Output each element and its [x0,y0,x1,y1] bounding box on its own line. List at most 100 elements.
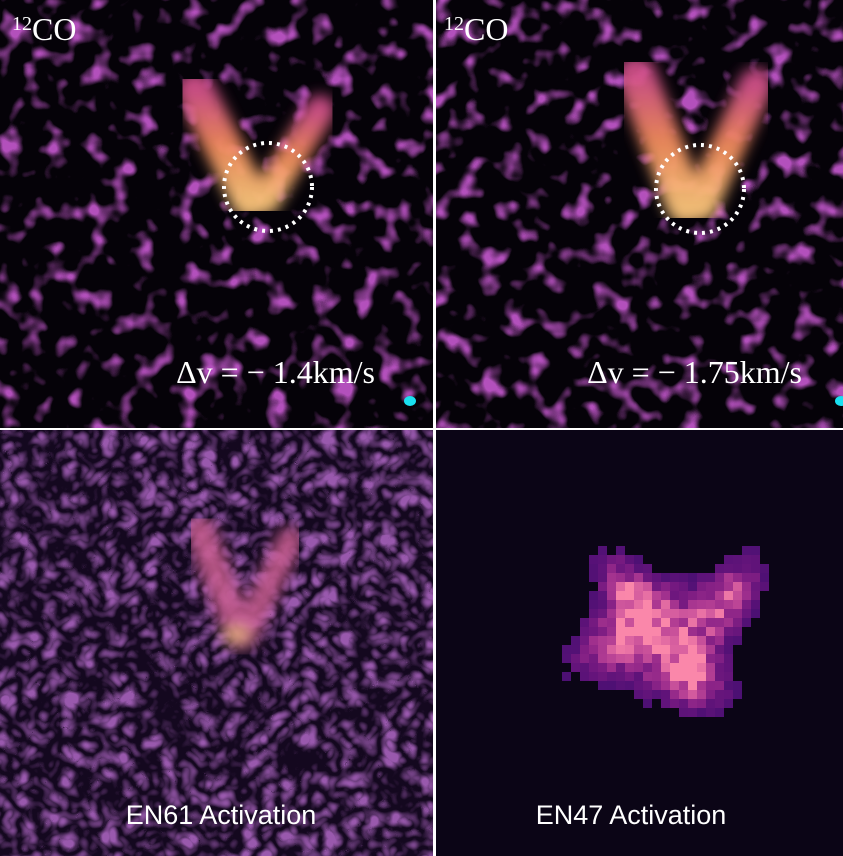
activation-pixel [625,645,634,654]
activation-pixel [697,636,706,645]
activation-pixel [580,627,589,636]
activation-pixel [652,636,661,645]
activation-pixel [643,645,652,654]
activation-pixel [616,555,625,564]
activation-pixel [670,591,679,600]
activation-pixel [661,573,670,582]
activation-pixel [697,699,706,708]
activation-pixel [634,573,643,582]
activation-pixel [580,645,589,654]
activation-pixel [751,573,760,582]
activation-pixel [733,555,742,564]
activation-pixel [688,627,697,636]
activation-pixel [706,654,715,663]
activation-pixel [607,609,616,618]
activation-pixel [625,627,634,636]
activation-pixel [607,645,616,654]
activation-pixel [706,681,715,690]
activation-pixel [688,663,697,672]
activation-pixel [571,645,580,654]
activation-pixel [634,555,643,564]
activation-pixel [571,636,580,645]
activation-pixel [715,690,724,699]
activation-pixel [715,582,724,591]
activation-pixel [607,618,616,627]
activation-pixel [607,600,616,609]
activation-pixel [688,699,697,708]
activation-pixel [634,582,643,591]
activation-pixel [751,555,760,564]
activation-pixel [607,663,616,672]
activation-pixel [715,573,724,582]
activation-pixel [706,600,715,609]
activation-pixel [616,546,625,555]
activation-pixel [733,600,742,609]
activation-pixel [598,573,607,582]
activation-pixel [715,699,724,708]
activation-pixel [598,555,607,564]
activation-pixel [724,564,733,573]
activation-pixel [715,654,724,663]
activation-pixel [724,636,733,645]
activation-pixel [643,618,652,627]
activation-pixel [697,618,706,627]
activation-pixel [679,681,688,690]
activation-pixel [724,663,733,672]
activation-pixel [742,600,751,609]
activation-pixel [607,681,616,690]
activation-pixel [643,582,652,591]
activation-pixel [580,672,589,681]
activation-pixel [616,627,625,636]
activation-pixel [733,627,742,636]
activation-pixel [688,690,697,699]
activation-pixel [679,690,688,699]
activation-pixel [688,672,697,681]
activation-pixel [607,555,616,564]
activation-pixel [643,609,652,618]
activation-pixel [625,555,634,564]
activation-pixel [661,645,670,654]
activation-pixel [598,627,607,636]
activation-pixel [688,573,697,582]
activation-pixel [679,645,688,654]
activation-pixel [706,591,715,600]
activation-pixel [706,573,715,582]
activation-pixel [598,564,607,573]
activation-pixel [634,618,643,627]
activation-pixel [598,645,607,654]
activation-pixel [670,573,679,582]
activation-pixel [661,654,670,663]
activation-pixel [697,690,706,699]
activation-pixel [679,582,688,591]
activation-pixel [715,600,724,609]
activation-pixel [598,663,607,672]
activation-pixel [625,618,634,627]
activation-pixel [652,609,661,618]
panel: EN47 Activation [436,430,843,856]
activation-pixel [715,636,724,645]
activation-pixel [679,708,688,717]
activation-pixel [724,582,733,591]
activation-pixel [715,618,724,627]
activation-pixel [634,564,643,573]
activation-pixel [715,591,724,600]
activation-pixel [643,654,652,663]
activation-pixel [652,654,661,663]
activation-pixel [607,564,616,573]
activation-pixel [625,636,634,645]
activation-pixel [715,645,724,654]
activation-pixel [751,609,760,618]
activation-pixel [652,690,661,699]
activation-pixel [742,618,751,627]
activation-pixel [616,573,625,582]
activation-pixel [706,636,715,645]
activation-pixel [634,609,643,618]
activation-pixel [760,582,769,591]
activation-pixel [706,645,715,654]
panel: 12CO Δv = − 1.4km/s [0,0,433,428]
activation-pixel [598,681,607,690]
activation-pixel [670,600,679,609]
activation-pixel [724,600,733,609]
activation-pixel [733,573,742,582]
activation-pixel [679,672,688,681]
